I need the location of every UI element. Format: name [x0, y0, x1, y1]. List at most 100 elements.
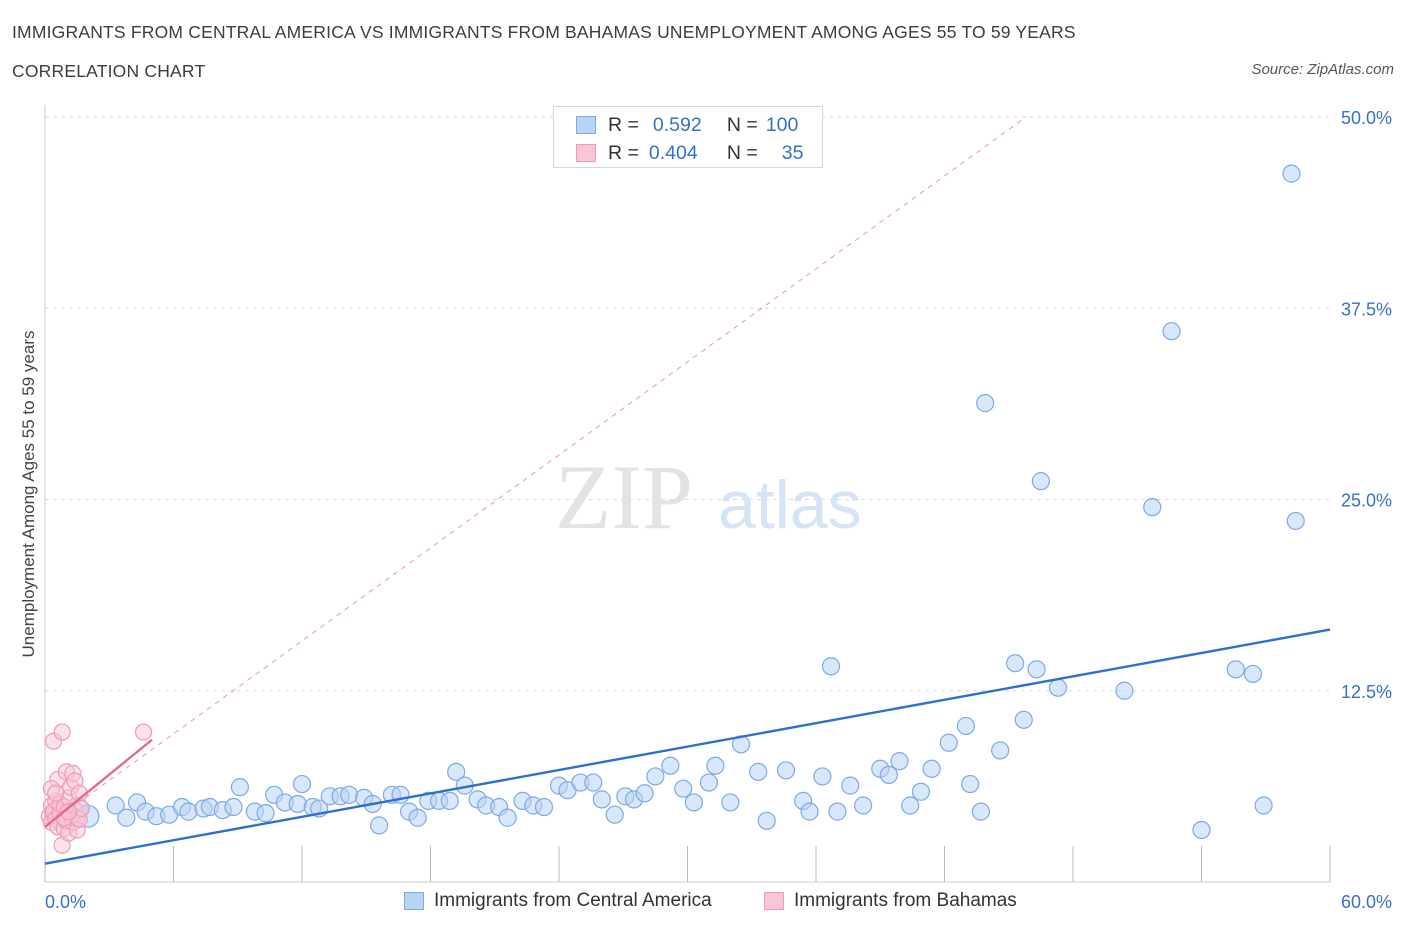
central-america-point: [534, 797, 554, 817]
central-america-point: [1192, 820, 1211, 840]
data-points: [40, 164, 1331, 865]
central-america-point: [584, 773, 603, 792]
series-legend-label: Immigrants from Bahamas: [794, 890, 1017, 911]
central-america-point: [179, 802, 198, 821]
bahamas-point: [134, 723, 153, 741]
central-america-point: [841, 776, 860, 795]
central-america-point: [646, 767, 665, 786]
y-tick-label: 37.5%: [1341, 299, 1392, 319]
y-tick-label: 12.5%: [1341, 682, 1392, 702]
trend-lines: [44, 116, 1027, 828]
legend-row-bahamas: R = 0.404 N = 35: [576, 140, 803, 166]
legend-r-value: 0.592: [652, 113, 702, 136]
central-america-point: [605, 805, 624, 824]
central-america-point: [721, 793, 740, 812]
central-america-point: [749, 762, 768, 781]
central-america-point: [1006, 654, 1025, 673]
central-america-point: [292, 774, 312, 794]
series-swatch-blue: [404, 892, 424, 910]
bahamas-trend-line: [44, 738, 153, 828]
central-america-point: [757, 811, 776, 830]
central-america-point: [939, 733, 958, 752]
series-legend-central-america: Immigrants from Central America: [404, 890, 712, 912]
central-america-point: [674, 779, 693, 798]
series-legend-label: Immigrants from Central America: [434, 890, 712, 911]
central-america-point: [961, 774, 980, 794]
central-america-point: [890, 752, 909, 771]
central-america-point: [1282, 164, 1301, 183]
source-credit: Source: ZipAtlas.com: [1251, 61, 1394, 78]
bahamas-point: [59, 803, 78, 821]
central-america-point: [821, 657, 841, 676]
central-america-point: [230, 778, 249, 797]
legend-n-label: N =: [726, 113, 758, 136]
central-america-point: [1254, 796, 1273, 815]
legend-r-value: 0.404: [648, 141, 698, 164]
central-america-point: [117, 808, 136, 827]
central-america-point: [1226, 660, 1245, 679]
legend-n-value: 100: [765, 113, 799, 136]
central-america-point: [971, 802, 991, 821]
x-tick-label: 60.0%: [1341, 892, 1392, 912]
central-america-point: [776, 761, 796, 780]
central-america-point: [813, 767, 832, 786]
central-america-trend-line: [44, 628, 1331, 865]
legend-r-label: R =: [608, 141, 639, 164]
y-tick-label: 25.0%: [1341, 491, 1392, 511]
central-america-point: [1027, 660, 1046, 679]
legend-swatch-blue: [576, 116, 596, 134]
central-america-point: [256, 804, 275, 823]
bahamas-trend-extension: [44, 116, 1027, 828]
y-tick-label: 50.0%: [1341, 108, 1392, 128]
axes: [44, 105, 1331, 883]
central-america-point: [956, 716, 976, 736]
central-america-point: [224, 797, 243, 817]
central-america-point: [1014, 710, 1033, 729]
central-america-point: [635, 784, 654, 803]
x-tick-label: 0.0%: [45, 892, 86, 912]
central-america-point: [408, 808, 427, 827]
central-america-point: [976, 394, 995, 413]
central-america-point: [901, 796, 920, 815]
central-america-point: [1243, 664, 1263, 684]
central-america-point: [706, 756, 725, 775]
central-america-point: [1143, 498, 1162, 517]
bahamas-point: [53, 723, 71, 741]
chart-subtitle: CORRELATION CHART: [12, 61, 206, 81]
watermark-atlas: atlas: [718, 467, 862, 543]
watermark-zip: ZIP: [555, 446, 693, 548]
legend-swatch-pink: [576, 144, 596, 162]
legend-n-label: N =: [726, 141, 758, 164]
central-america-point: [1031, 472, 1050, 491]
central-america-point: [828, 802, 847, 821]
chart-title: IMMIGRANTS FROM CENTRAL AMERICA VS IMMIG…: [12, 22, 1076, 42]
central-america-point: [440, 791, 459, 811]
central-america-point: [1048, 678, 1068, 697]
series-legend-bahamas: Immigrants from Bahamas: [764, 890, 1017, 912]
central-america-point: [288, 794, 307, 814]
central-america-point: [1286, 511, 1305, 531]
watermark: ZIP atlas: [555, 446, 862, 548]
correlation-legend: R = 0.592 N = 100 R = 0.404 N = 35: [553, 106, 823, 168]
central-america-point: [991, 741, 1010, 760]
central-america-point: [684, 793, 704, 812]
central-america-point: [498, 808, 517, 827]
central-america-point: [879, 765, 898, 785]
central-america-point: [447, 762, 466, 781]
legend-n-value: 35: [781, 141, 804, 164]
bahamas-point: [47, 784, 65, 802]
central-america-point: [922, 759, 941, 778]
central-america-point: [854, 796, 873, 815]
central-america-point: [1162, 322, 1181, 341]
legend-r-label: R =: [608, 113, 639, 136]
central-america-point: [911, 782, 931, 801]
central-america-point: [340, 785, 359, 804]
central-america-point: [661, 756, 680, 775]
central-america-point: [699, 773, 719, 792]
central-america-point: [592, 790, 611, 809]
central-america-point: [800, 802, 819, 821]
y-axis-label: Unemployment Among Ages 55 to 59 years: [19, 331, 38, 658]
central-america-point: [1115, 681, 1134, 700]
grid-lines: [45, 116, 1330, 692]
